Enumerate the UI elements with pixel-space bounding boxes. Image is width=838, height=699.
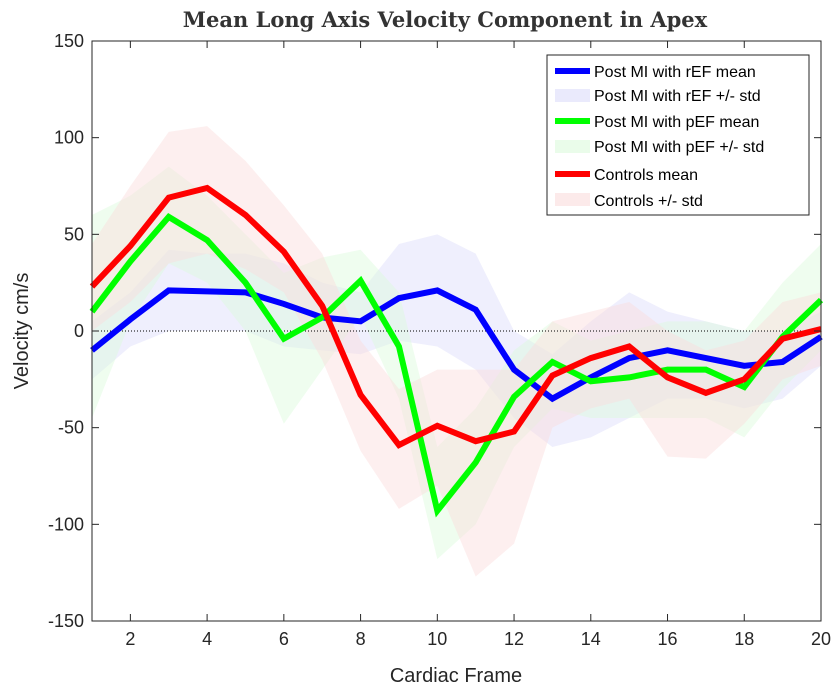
legend-label-ref-mean: Post MI with rEF mean: [594, 64, 756, 81]
legend-label-ref-std: Post MI with rEF +/- std: [594, 88, 761, 105]
legend-label-controls-mean: Controls mean: [594, 167, 698, 184]
legend-swatch-pef-std: [555, 140, 590, 153]
x-tick-label: 6: [279, 629, 289, 649]
line-post-mi-with-ref-mean: [90, 287, 823, 403]
y-tick-label: 50: [64, 224, 84, 244]
legend-swatch-controls-std: [555, 193, 590, 206]
mean-lines: [89, 184, 824, 518]
x-axis-ticks: 2 4 6 8 10 12 14 16 18 20: [125, 41, 831, 649]
y-tick-label: 0: [74, 321, 84, 341]
legend-label-controls-std: Controls +/- std: [594, 193, 703, 210]
x-tick-label: 14: [581, 629, 601, 649]
x-tick-label: 8: [356, 629, 366, 649]
chart-title: Mean Long Axis Velocity Component in Ape…: [183, 7, 708, 32]
line-controls-mean: [89, 184, 822, 449]
y-tick-label: -50: [58, 418, 84, 438]
y-tick-label: -100: [48, 514, 84, 534]
y-tick-label: -150: [48, 611, 84, 631]
y-tick-label: 150: [54, 31, 84, 51]
legend: Post MI with rEF mean Post MI with rEF +…: [546, 54, 810, 216]
x-axis-label: Cardiac Frame: [390, 665, 522, 687]
x-tick-label: 18: [734, 629, 754, 649]
x-tick-label: 20: [811, 629, 831, 649]
line-post-mi-with-pef-mean: [89, 213, 824, 518]
x-tick-label: 16: [658, 629, 678, 649]
x-tick-label: 2: [125, 629, 135, 649]
x-tick-label: 4: [202, 629, 212, 649]
band-post-mi-with-pef-std: [92, 166, 821, 560]
y-tick-label: 100: [54, 128, 84, 148]
legend-label-pef-mean: Post MI with pEF mean: [594, 114, 759, 131]
legend-swatch-ref-std: [555, 89, 590, 102]
legend-box: [546, 54, 810, 216]
x-tick-label: 12: [504, 629, 524, 649]
band-post-mi-with-ref-std: [92, 234, 821, 447]
x-tick-label: 10: [427, 629, 447, 649]
y-axis-ticks: -150 -100 -50 0 50 100 150: [48, 31, 821, 631]
legend-label-pef-std: Post MI with pEF +/- std: [594, 139, 764, 156]
y-axis-label: Velocity cm/s: [11, 273, 33, 390]
